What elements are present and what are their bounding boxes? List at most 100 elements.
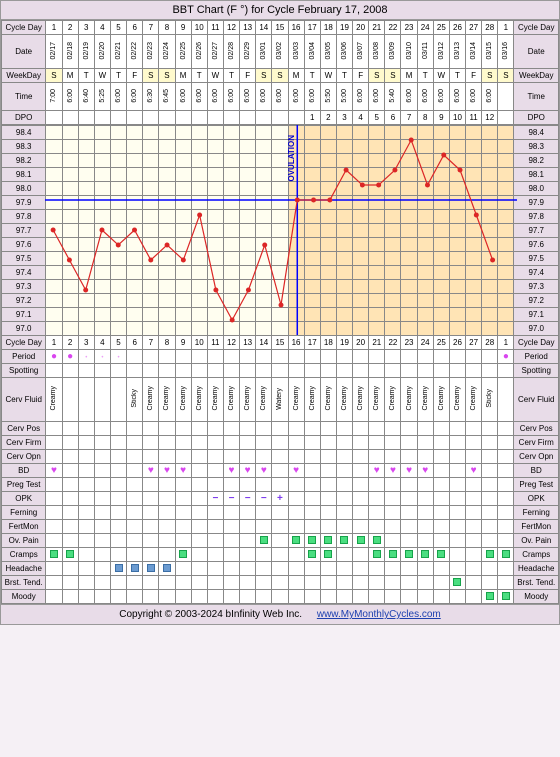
data-cell xyxy=(401,436,417,450)
date-cell: 02/28 xyxy=(223,35,239,69)
data-cell xyxy=(304,576,320,590)
data-cell: Creamy xyxy=(256,378,272,422)
data-cell xyxy=(320,548,336,562)
data-cell xyxy=(320,364,336,378)
temp-grid-cell xyxy=(304,154,320,168)
temp-grid-cell xyxy=(110,210,126,224)
data-cell xyxy=(256,576,272,590)
data-cell xyxy=(482,506,498,520)
data-cell xyxy=(62,562,78,576)
row-label-right: Cerv Fluid xyxy=(514,378,559,422)
data-cell xyxy=(288,590,304,604)
data-cell xyxy=(256,590,272,604)
data-cell xyxy=(417,562,433,576)
temp-grid-cell xyxy=(78,154,94,168)
temp-grid-cell xyxy=(159,126,175,140)
temp-grid-cell xyxy=(62,322,78,336)
cycle-day-cell: 2 xyxy=(62,21,78,35)
footer: Copyright © 2003-2024 bInfinity Web Inc.… xyxy=(1,604,559,624)
temp-grid-cell xyxy=(127,196,143,210)
temp-grid-cell xyxy=(143,196,159,210)
dpo-cell: 7 xyxy=(401,111,417,125)
data-cell xyxy=(482,548,498,562)
data-cell xyxy=(191,478,207,492)
data-cell xyxy=(191,492,207,506)
temp-grid-cell xyxy=(320,322,336,336)
temp-axis-label: 97.2 xyxy=(514,294,559,308)
temp-grid-cell xyxy=(159,252,175,266)
date-cell: 03/03 xyxy=(288,35,304,69)
footer-link[interactable]: www.MyMonthlyCycles.com xyxy=(317,609,441,620)
data-cell xyxy=(320,492,336,506)
cycle-day-cell: 9 xyxy=(175,336,191,350)
temp-grid-cell xyxy=(466,126,482,140)
temp-grid-cell xyxy=(127,210,143,224)
data-cell xyxy=(449,506,465,520)
row-label-right: Date xyxy=(514,35,559,69)
data-cell: − xyxy=(256,492,272,506)
data-cell xyxy=(46,478,62,492)
temp-grid-cell xyxy=(110,140,126,154)
temp-grid-cell xyxy=(175,140,191,154)
temp-grid-cell xyxy=(466,224,482,238)
temp-grid-cell xyxy=(143,210,159,224)
temp-grid-cell xyxy=(336,308,352,322)
temp-grid-cell xyxy=(94,224,110,238)
data-cell xyxy=(433,492,449,506)
temp-grid-cell xyxy=(466,168,482,182)
temp-axis-label: 97.7 xyxy=(514,224,559,238)
time-cell: 6:00 xyxy=(304,83,320,111)
temp-grid-cell xyxy=(401,154,417,168)
temp-grid-cell xyxy=(498,140,514,154)
data-cell xyxy=(272,506,288,520)
dpo-cell xyxy=(288,111,304,125)
temp-grid-cell xyxy=(498,154,514,168)
dpo-cell: 9 xyxy=(433,111,449,125)
temp-grid-cell xyxy=(94,308,110,322)
temp-grid-cell xyxy=(482,210,498,224)
data-cell xyxy=(482,422,498,436)
data-cell xyxy=(175,364,191,378)
data-cell xyxy=(336,534,352,548)
temp-grid-cell xyxy=(256,196,272,210)
temp-grid-cell xyxy=(288,252,304,266)
temp-grid-cell xyxy=(78,308,94,322)
data-cell xyxy=(240,478,256,492)
dpo-cell: 2 xyxy=(320,111,336,125)
date-cell: 03/11 xyxy=(417,35,433,69)
data-cell xyxy=(369,364,385,378)
temp-grid-cell xyxy=(94,168,110,182)
temp-grid-cell xyxy=(385,140,401,154)
data-cell xyxy=(94,450,110,464)
row-label-right: Time xyxy=(514,83,559,111)
data-cell: • xyxy=(94,350,110,364)
weekday-cell: S xyxy=(482,69,498,83)
cycle-day-cell: 28 xyxy=(482,21,498,35)
temp-grid-cell xyxy=(466,238,482,252)
data-cell xyxy=(449,422,465,436)
data-cell xyxy=(417,436,433,450)
data-cell xyxy=(46,576,62,590)
temp-grid-cell xyxy=(498,294,514,308)
bd-label: BD xyxy=(2,464,46,478)
cramps-label: Cramps xyxy=(2,548,46,562)
temp-grid-cell xyxy=(417,210,433,224)
data-cell xyxy=(498,506,514,520)
temp-grid-cell xyxy=(62,154,78,168)
temp-axis-label: 97.5 xyxy=(2,252,46,266)
data-cell xyxy=(417,478,433,492)
temp-grid-cell xyxy=(385,224,401,238)
time-cell: 6:00 xyxy=(62,83,78,111)
data-cell xyxy=(223,506,239,520)
temp-grid-cell xyxy=(175,294,191,308)
time-cell: 6:00 xyxy=(466,83,482,111)
data-cell xyxy=(159,422,175,436)
temp-grid-cell xyxy=(191,140,207,154)
data-cell xyxy=(191,562,207,576)
data-cell xyxy=(78,464,94,478)
temp-grid-cell xyxy=(417,140,433,154)
time-cell: 6:00 xyxy=(369,83,385,111)
data-cell xyxy=(191,576,207,590)
data-cell xyxy=(207,364,223,378)
temp-grid-cell xyxy=(288,224,304,238)
